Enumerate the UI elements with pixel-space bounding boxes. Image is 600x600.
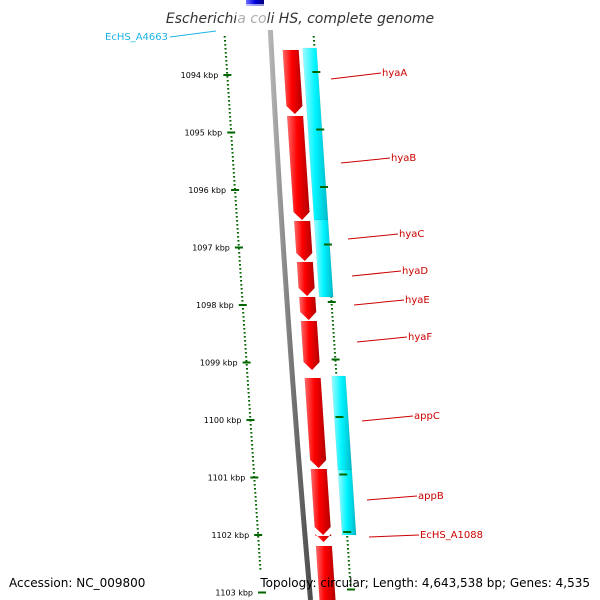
map-title: Escherichia coli HS, complete genome (166, 11, 434, 27)
gene-label-hyaE: hyaE (405, 295, 430, 306)
label-leader (356, 336, 408, 343)
gene-label-appB: appB (418, 491, 444, 502)
cds-hyaC (293, 220, 313, 262)
ruler-label: 1096 kbp (188, 186, 226, 195)
gene-feature-app-operon (331, 375, 353, 471)
kbp-ruler: 1094 kbp 1095 kbp 1096 kbp 1097 kbp 1098 kbp… (181, 71, 356, 598)
gene-label-hyaC: hyaC (399, 229, 424, 240)
cds-hyaD (296, 261, 315, 297)
label-leader (351, 270, 402, 277)
ruler-label: 1098 kbp (196, 301, 234, 310)
topology-text: Topology: circular; Length: 4,643,538 bp… (259, 576, 590, 590)
gene-feature-app-operon-end (337, 469, 357, 536)
top-highlight (236, 4, 266, 30)
gene-labels: EcHS_A4663 hyaA hyaB hyaC hyaD hyaE hyaF appC ap… (105, 30, 483, 541)
gene-label-hyaD: hyaD (402, 266, 428, 277)
gene-label-EcHS_A1088: EcHS_A1088 (420, 530, 483, 541)
cds-hyaF (300, 320, 320, 371)
accession-text: Accession: NC_009800 (9, 576, 145, 590)
cds-hyaB (286, 115, 310, 221)
backbone-line (267, 29, 314, 600)
label-leader (368, 534, 420, 538)
label-leader (353, 299, 405, 306)
ruler-label: 1095 kbp (184, 129, 222, 138)
ruler-label: 1100 kbp (204, 416, 242, 425)
label-leader (366, 495, 418, 501)
feature-track (282, 47, 357, 600)
label-leader (347, 233, 399, 240)
gene-label-hyaB: hyaB (391, 153, 416, 164)
ruler-label: 1101 kbp (208, 474, 246, 483)
cds-appB (310, 468, 331, 536)
cds-hyaA (282, 49, 303, 115)
gene-label-hyaF: hyaF (408, 332, 432, 343)
gene-label-EcHS_A4663: EcHS_A4663 (105, 32, 168, 43)
genome-backbone (236, 0, 314, 600)
label-leader (361, 415, 414, 422)
label-leader (169, 30, 217, 38)
cds-next (315, 545, 336, 600)
label-leader (330, 72, 382, 80)
reverse-feature-block (246, 0, 264, 6)
cds-hyaE (298, 296, 317, 321)
gene-label-hyaA: hyaA (382, 68, 407, 79)
ruler-label: 1103 kbp (215, 589, 253, 598)
gene-feature-hya-operon-end (313, 219, 334, 298)
ruler-label: 1094 kbp (181, 71, 219, 80)
label-leader (340, 157, 391, 164)
ruler-label: 1097 kbp (192, 244, 230, 253)
gene-label-appC: appC (414, 411, 440, 422)
cds-appC (304, 377, 327, 469)
ruler-label: 1102 kbp (211, 531, 249, 540)
ruler-label: 1099 kbp (200, 359, 238, 368)
inner-dotted-ring (223, 36, 262, 570)
cds-EcHS_A1088 (314, 533, 332, 543)
